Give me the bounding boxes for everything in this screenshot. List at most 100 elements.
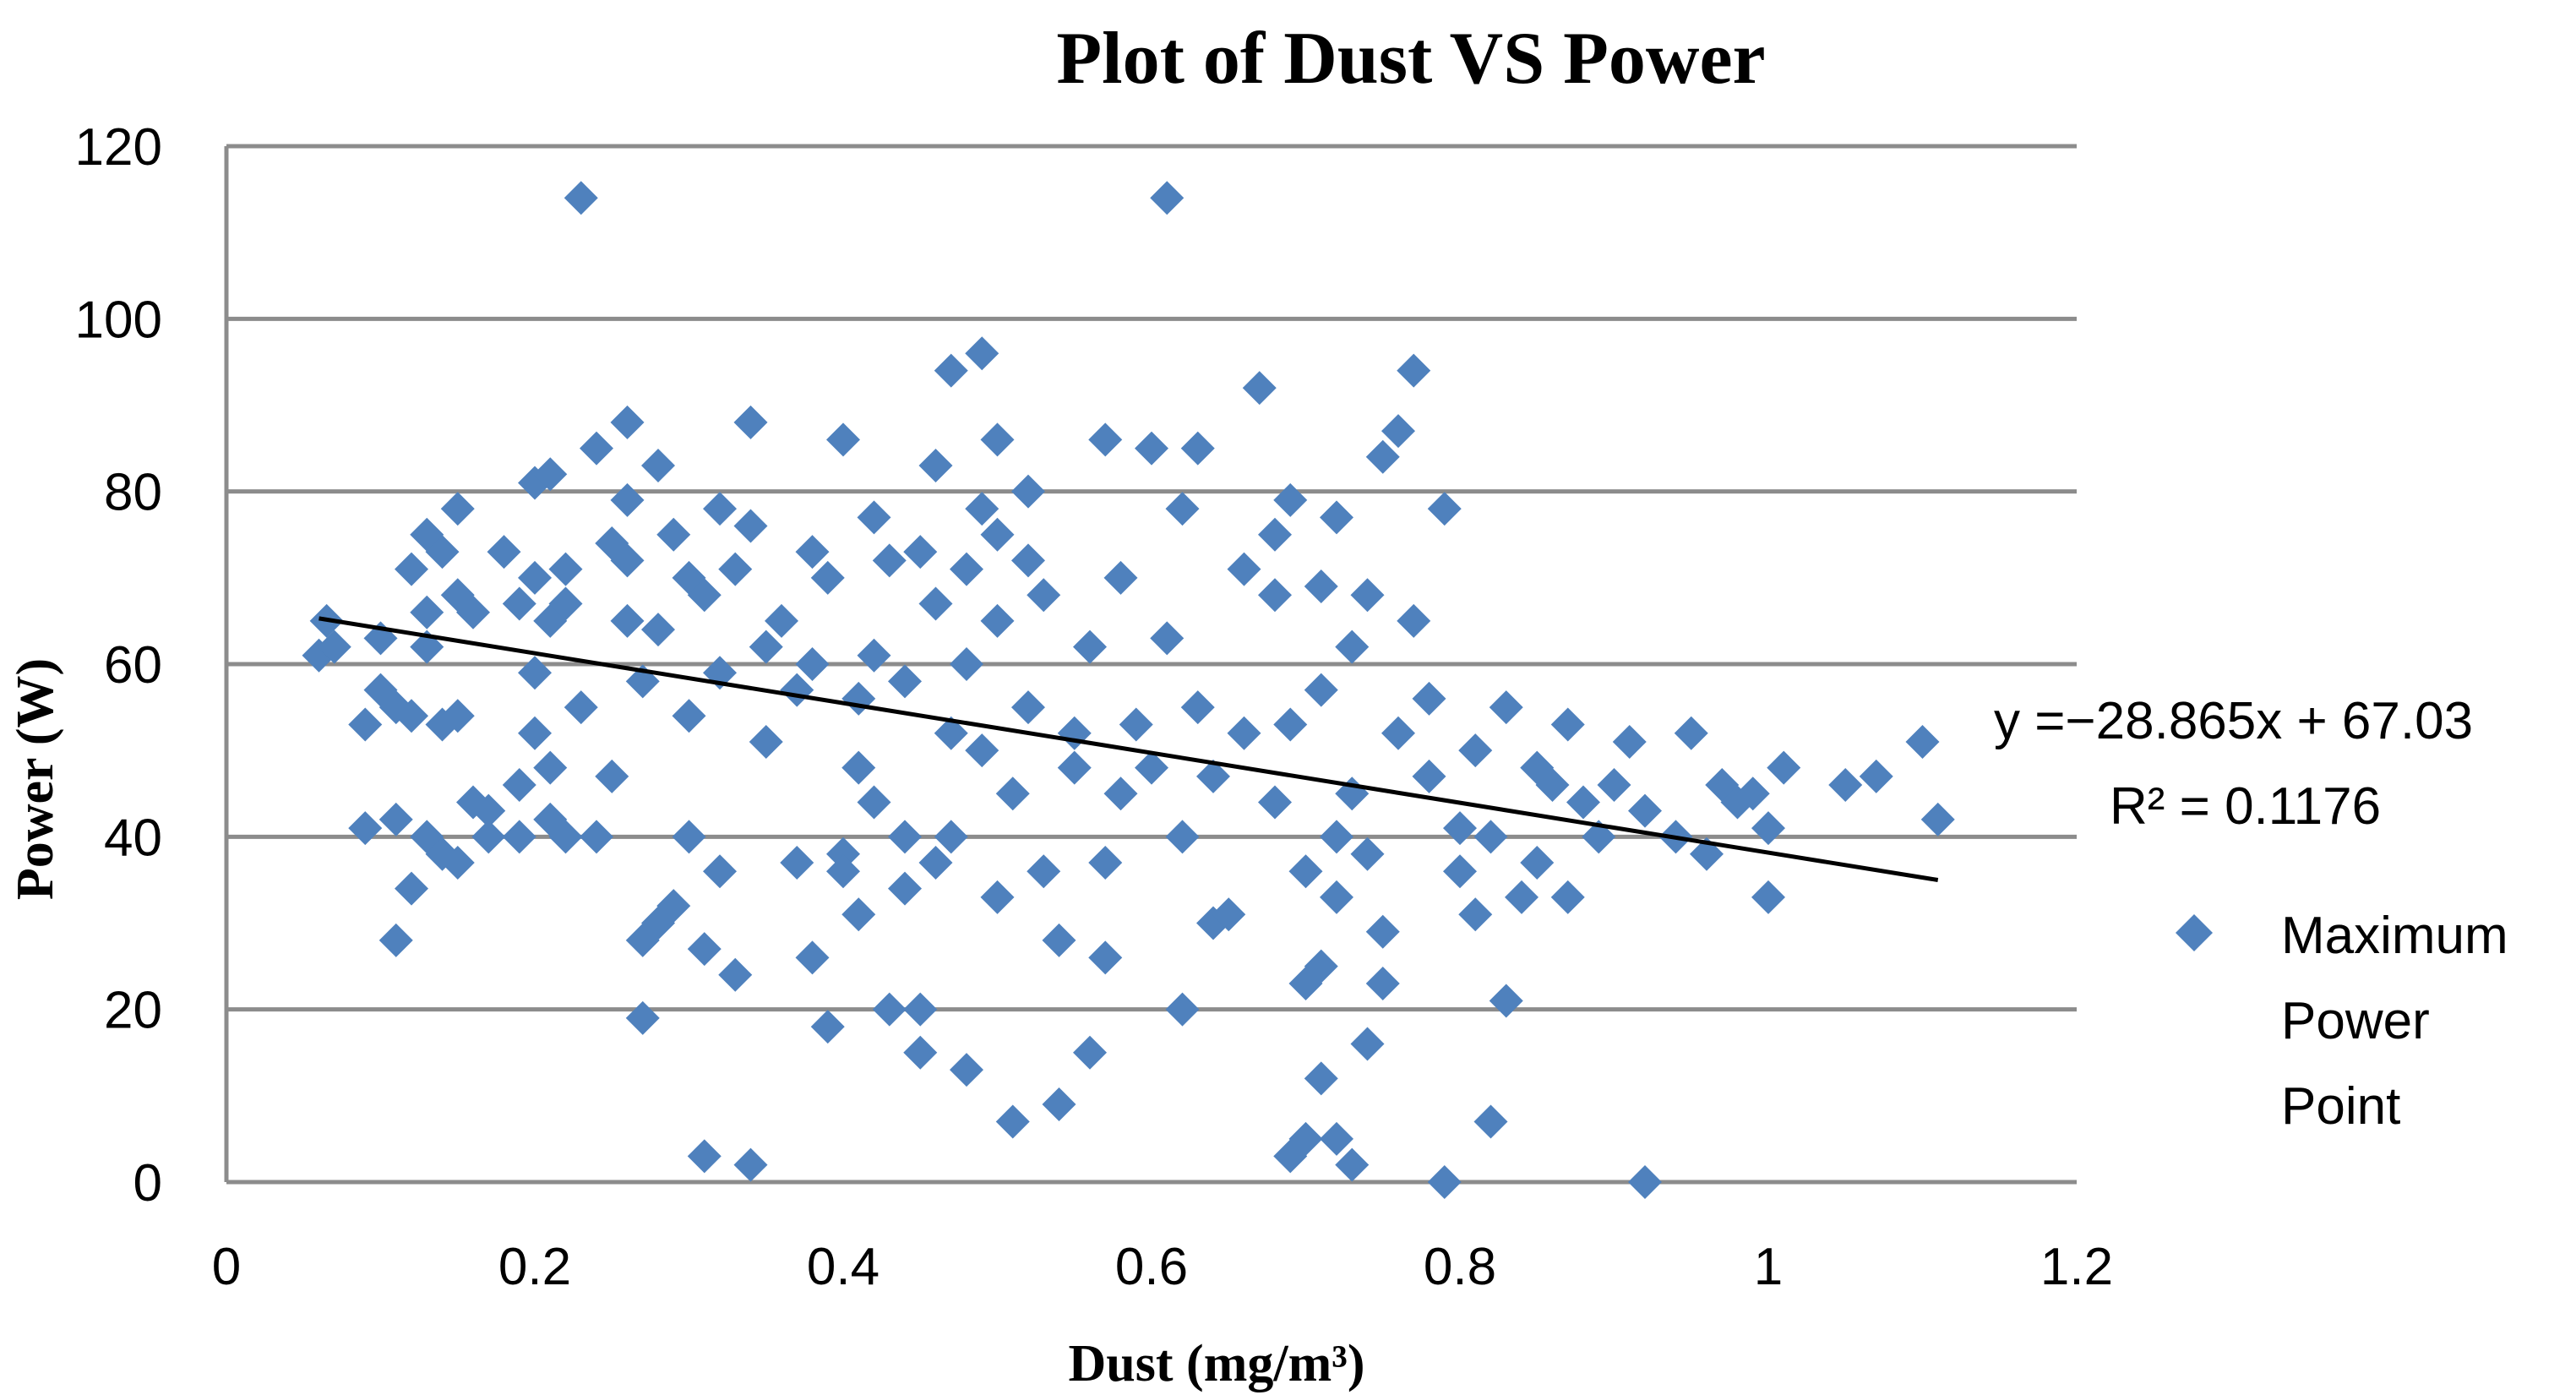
data-point xyxy=(1335,629,1370,664)
data-point xyxy=(610,405,645,439)
data-point xyxy=(980,517,1015,552)
data-point xyxy=(1258,785,1292,820)
data-point xyxy=(795,940,830,975)
data-point xyxy=(1397,353,1431,388)
data-point xyxy=(1212,897,1246,932)
y-tick-label: 80 xyxy=(104,464,162,522)
data-point xyxy=(903,992,938,1027)
data-point xyxy=(1535,768,1570,803)
data-point xyxy=(872,992,907,1027)
data-point xyxy=(656,889,691,924)
data-point xyxy=(1304,1061,1338,1096)
data-point xyxy=(1458,897,1493,932)
data-point xyxy=(1011,690,1045,725)
data-point xyxy=(564,690,598,725)
data-points xyxy=(302,181,1955,1199)
data-point xyxy=(502,586,536,621)
data-point xyxy=(980,422,1015,457)
y-tick-label: 0 xyxy=(133,1154,162,1212)
data-point xyxy=(1288,854,1323,889)
data-point xyxy=(918,449,953,483)
data-point xyxy=(471,793,506,828)
data-point xyxy=(1073,1035,1107,1070)
data-point xyxy=(1180,690,1215,725)
data-point xyxy=(1258,578,1292,613)
data-point xyxy=(733,405,768,439)
data-point xyxy=(841,897,876,932)
y-axis-ticks: 0 20 40 60 80 100 120 xyxy=(75,118,162,1212)
x-tick-label: 0.4 xyxy=(807,1238,880,1296)
data-point xyxy=(610,543,645,578)
data-point xyxy=(950,552,983,586)
data-point xyxy=(1381,414,1415,449)
data-point xyxy=(1427,1165,1462,1199)
data-point xyxy=(1073,629,1107,664)
data-point xyxy=(548,586,583,621)
data-point xyxy=(379,802,413,836)
data-point xyxy=(1859,759,1893,793)
data-point xyxy=(950,647,983,681)
chart-title: Plot of Dust VS Power xyxy=(1056,18,1765,100)
data-point xyxy=(1103,560,1138,595)
data-point xyxy=(1088,422,1123,457)
y-tick-label: 20 xyxy=(104,982,162,1040)
data-point xyxy=(395,871,428,906)
data-point xyxy=(1304,673,1338,707)
x-tick-label: 0.8 xyxy=(1424,1238,1496,1296)
data-point xyxy=(1196,759,1230,793)
y-tick-label: 60 xyxy=(104,636,162,695)
data-point xyxy=(1473,1104,1508,1139)
data-point xyxy=(502,820,536,854)
data-point xyxy=(1350,836,1385,871)
data-point xyxy=(965,336,999,371)
data-point xyxy=(1320,500,1353,535)
data-point xyxy=(934,353,968,388)
data-point xyxy=(703,492,737,526)
x-axis-title: Dust (mg/m³) xyxy=(1069,1335,1365,1392)
data-point xyxy=(733,509,768,543)
data-point xyxy=(1550,707,1585,742)
data-point xyxy=(1135,431,1168,466)
data-point xyxy=(1458,733,1493,768)
data-point xyxy=(1180,431,1215,466)
data-point xyxy=(965,733,999,768)
data-point xyxy=(395,552,428,586)
y-tick-label: 120 xyxy=(75,118,162,177)
data-point xyxy=(1042,1087,1076,1122)
data-point xyxy=(1320,880,1353,914)
data-point xyxy=(487,535,521,569)
data-point xyxy=(1088,845,1123,880)
data-point xyxy=(533,457,568,492)
data-point xyxy=(502,768,536,803)
x-tick-label: 1 xyxy=(1754,1238,1783,1296)
data-point xyxy=(1288,1121,1323,1156)
data-point xyxy=(1473,820,1508,854)
data-point xyxy=(672,699,706,733)
data-point xyxy=(903,1035,938,1070)
data-point xyxy=(1119,707,1153,742)
data-point xyxy=(795,647,830,681)
data-point xyxy=(1550,880,1585,914)
r-squared: R² = 0.1176 xyxy=(2110,777,2381,836)
data-point xyxy=(826,422,860,457)
legend-label-line-2: Power xyxy=(2281,992,2430,1050)
data-point xyxy=(610,482,645,517)
legend-label-line-3: Point xyxy=(2281,1077,2400,1136)
data-point xyxy=(718,957,753,992)
data-point xyxy=(918,845,953,880)
data-point xyxy=(1751,880,1785,914)
data-point xyxy=(950,1053,983,1087)
data-point xyxy=(1735,777,1770,811)
x-tick-label: 0.2 xyxy=(498,1238,571,1296)
data-point xyxy=(1505,880,1539,914)
data-point xyxy=(918,586,953,621)
data-point xyxy=(580,431,613,466)
data-point xyxy=(1304,569,1338,604)
data-point xyxy=(425,535,460,569)
data-point xyxy=(1350,1027,1385,1061)
data-point xyxy=(687,932,722,967)
data-point xyxy=(1150,181,1185,215)
data-point xyxy=(1304,949,1338,984)
data-point xyxy=(1042,923,1076,957)
